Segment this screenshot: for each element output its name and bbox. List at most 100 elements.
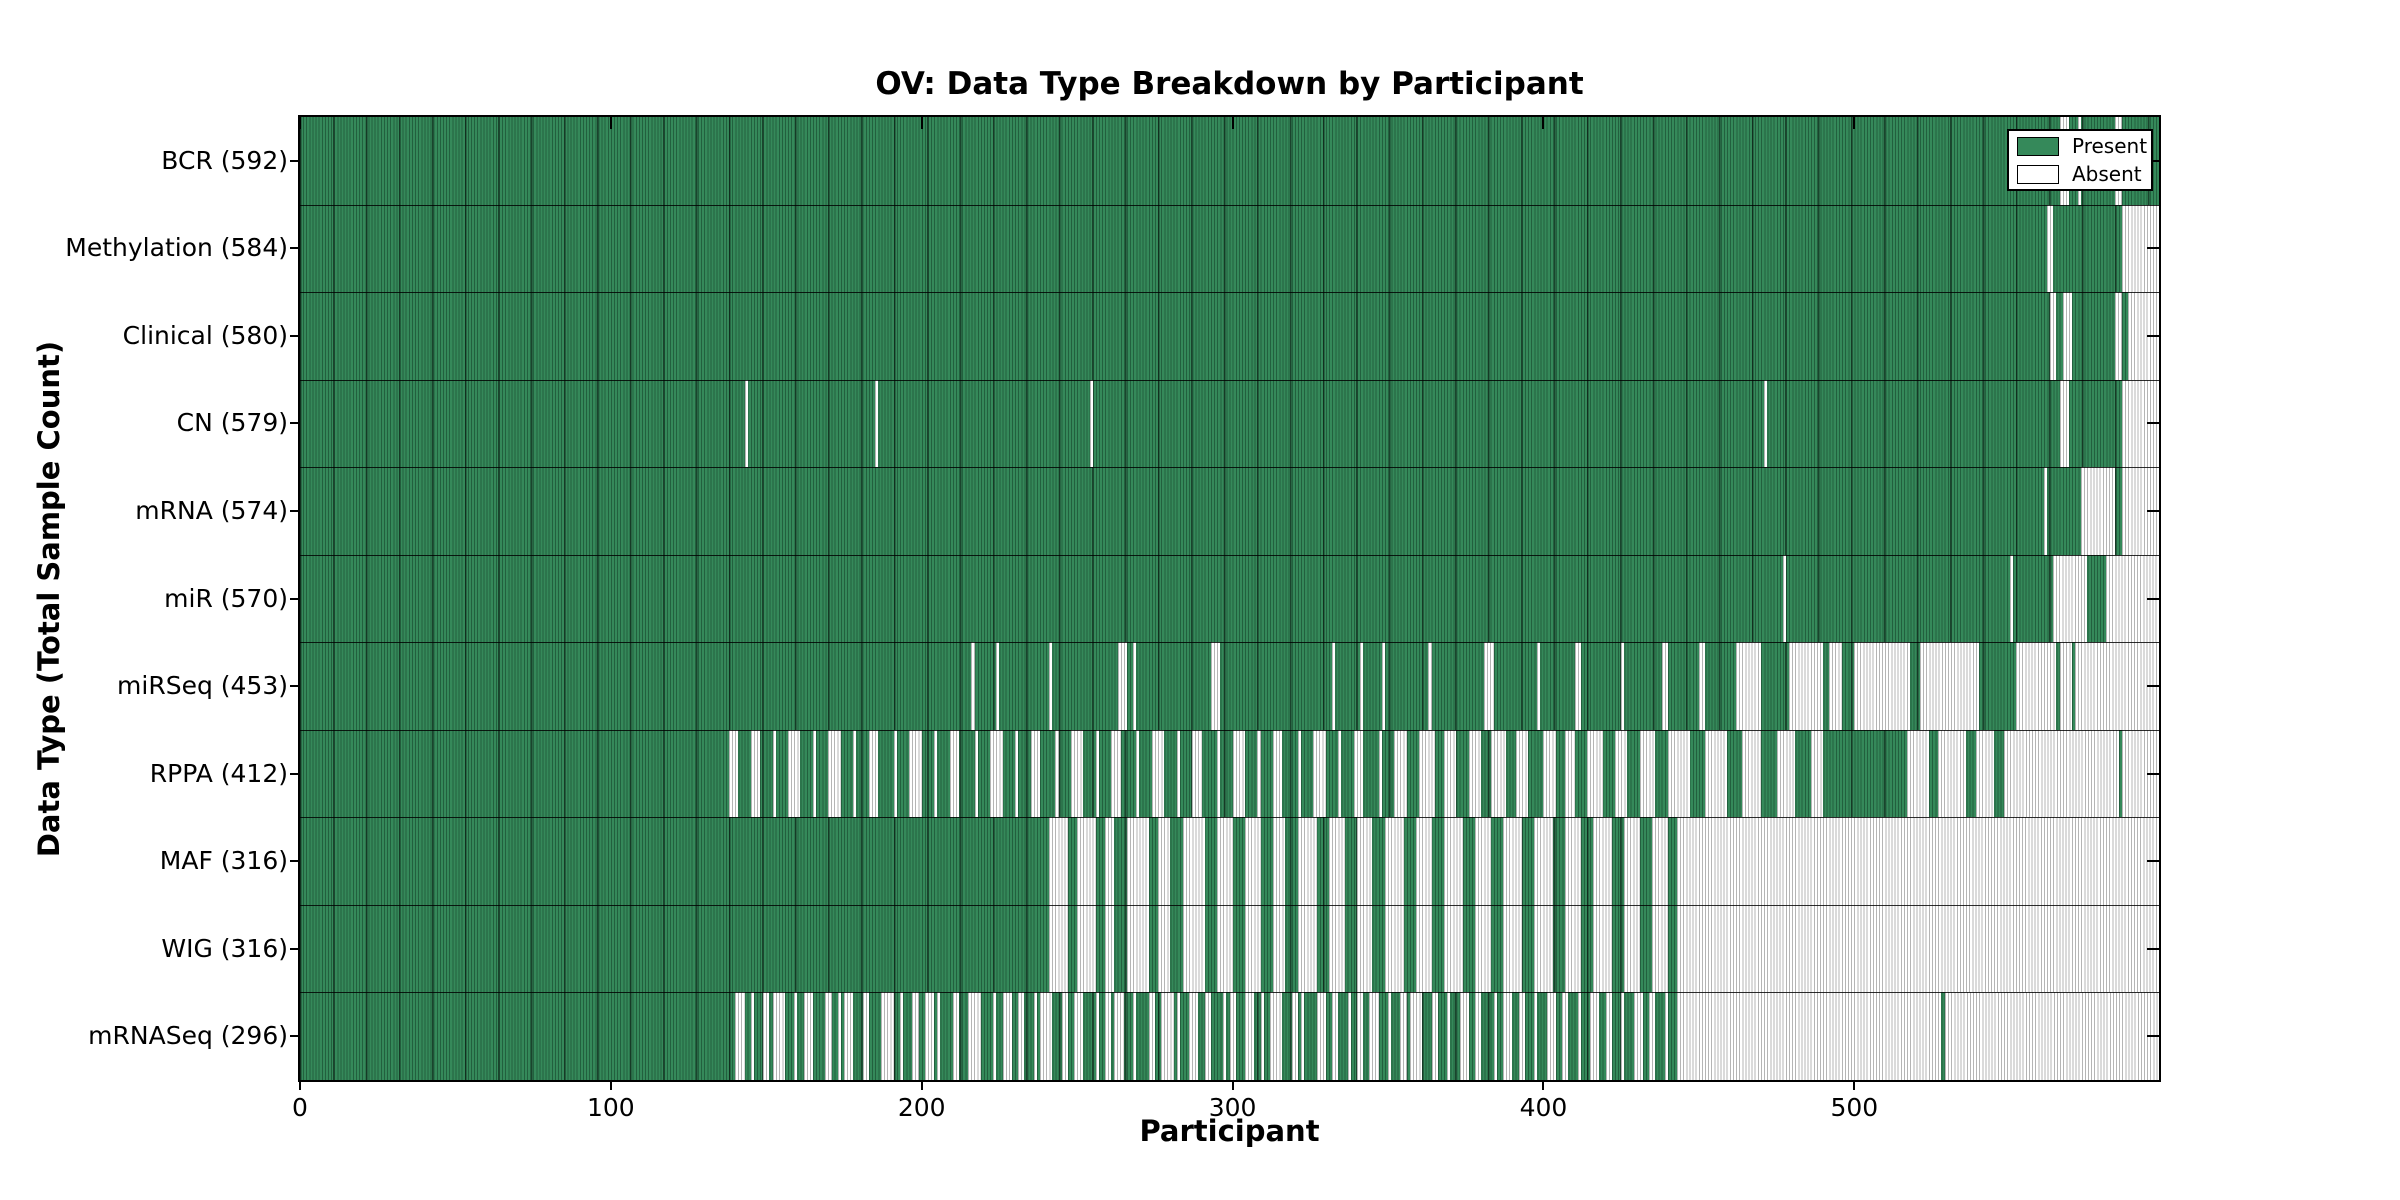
absent-stripe	[1503, 992, 1513, 1080]
absent-stripe	[1789, 642, 1824, 730]
absent-stripe	[1111, 729, 1121, 818]
absent-stripe	[1033, 992, 1037, 1080]
absent-stripe	[971, 642, 975, 730]
x-tick-mark-top	[299, 117, 301, 129]
x-axis-label: Participant	[1139, 1114, 1320, 1148]
absent-stripe	[1577, 992, 1581, 1080]
absent-stripe	[1049, 817, 1068, 905]
absent-stripe	[1089, 379, 1093, 468]
y-tick-mark	[290, 597, 300, 600]
absent-stripe	[837, 992, 841, 1080]
y-tick-mark	[290, 947, 300, 950]
absent-stripe	[844, 992, 854, 1080]
absent-stripe	[934, 729, 938, 818]
y-tick-mark-right	[2147, 947, 2159, 950]
absent-stripe	[1515, 729, 1528, 818]
absent-stripe	[1633, 992, 1643, 1080]
y-tick-label-MAF: MAF (316)	[159, 846, 288, 876]
absent-stripe	[1484, 642, 1494, 730]
absent-stripe	[1301, 992, 1305, 1080]
absent-stripe	[1332, 992, 1339, 1080]
x-tick-label-0: 0	[292, 1093, 308, 1122]
row-separator	[300, 204, 2159, 206]
absent-stripe	[1182, 817, 1205, 905]
absent-stripe	[1829, 642, 1842, 730]
absent-stripe	[2115, 292, 2122, 380]
absent-stripe	[1328, 817, 1345, 905]
absent-stripe	[1503, 904, 1522, 993]
absent-stripe	[1543, 729, 1556, 818]
absent-stripe	[2075, 642, 2159, 730]
absent-stripe	[1151, 729, 1165, 818]
absent-stripe	[1475, 992, 1482, 1080]
y-tick-mark-right	[2147, 247, 2159, 250]
legend: Present Absent	[2007, 129, 2153, 191]
y-tick-mark	[290, 685, 300, 688]
absent-stripe	[1416, 817, 1432, 905]
absent-stripe	[2059, 642, 2072, 730]
y-tick-label-BCR: BCR (592)	[161, 145, 288, 175]
absent-stripe	[881, 992, 894, 1080]
absent-stripe	[1381, 642, 1385, 730]
absent-stripe	[1388, 992, 1392, 1080]
absent-stripe	[1605, 992, 1612, 1080]
absent-stripe	[1015, 729, 1019, 818]
absent-stripe	[1126, 904, 1149, 993]
absent-stripe	[1677, 904, 2159, 993]
y-tick-mark-right	[2147, 597, 2159, 600]
absent-stripe	[1624, 817, 1640, 905]
absent-stripe	[1400, 992, 1407, 1080]
absent-stripe	[1907, 729, 1929, 818]
absent-stripe	[1444, 729, 1457, 818]
y-tick-mark-right	[2147, 159, 2159, 162]
x-tick-label-200: 200	[897, 1093, 946, 1122]
row-separator	[300, 642, 2159, 644]
absent-stripe	[1182, 904, 1205, 993]
absent-stripe	[1223, 992, 1227, 1080]
absent-stripe	[1705, 729, 1727, 818]
absent-stripe	[1126, 817, 1149, 905]
absent-stripe	[1049, 642, 1053, 730]
absent-stripe	[1661, 642, 1668, 730]
row-separator	[300, 817, 2159, 819]
absent-stripe	[937, 992, 941, 1080]
y-tick-mark	[290, 1035, 300, 1038]
absent-stripe	[1217, 904, 1233, 993]
legend-entry-absent: Absent	[2009, 161, 2151, 187]
x-tick-label-400: 400	[1519, 1093, 1568, 1122]
y-tick-label-WIG: WIG (316)	[161, 933, 288, 963]
x-tick-mark	[1231, 1080, 1234, 1090]
absent-stripe	[1105, 904, 1115, 993]
absent-stripe	[1316, 992, 1326, 1080]
absent-stripe	[1677, 817, 2159, 905]
absent-stripe	[2050, 292, 2057, 380]
absent-stripe	[1217, 817, 1233, 905]
y-tick-mark-right	[2147, 509, 2159, 512]
absent-stripe	[1394, 729, 1407, 818]
absent-stripe	[1002, 992, 1012, 1080]
absent-stripe	[1667, 729, 1690, 818]
absent-stripe	[1269, 992, 1283, 1080]
absent-stripe	[1742, 729, 1762, 818]
absent-stripe	[772, 992, 785, 1080]
absent-stripe	[912, 992, 919, 1080]
x-tick-label-100: 100	[587, 1093, 635, 1122]
absent-stripe	[825, 992, 832, 1080]
absent-stripe	[1114, 992, 1124, 1080]
absent-stripe	[2047, 204, 2054, 293]
absent-stripe	[1503, 817, 1522, 905]
absent-stripe	[1652, 817, 1668, 905]
absent-stripe	[1105, 992, 1112, 1080]
row-miR	[300, 554, 2159, 643]
absent-stripe	[1447, 992, 1451, 1080]
absent-stripe	[1332, 642, 1336, 730]
absent-stripe	[1537, 642, 1541, 730]
absent-stripe	[1590, 992, 1600, 1080]
absent-stripe	[1493, 992, 1497, 1080]
absent-stripe	[1360, 642, 1364, 730]
absent-stripe	[1260, 992, 1264, 1080]
absent-stripe	[1677, 992, 1942, 1080]
absent-stripe	[2003, 729, 2119, 818]
absent-stripe	[1273, 904, 1286, 993]
